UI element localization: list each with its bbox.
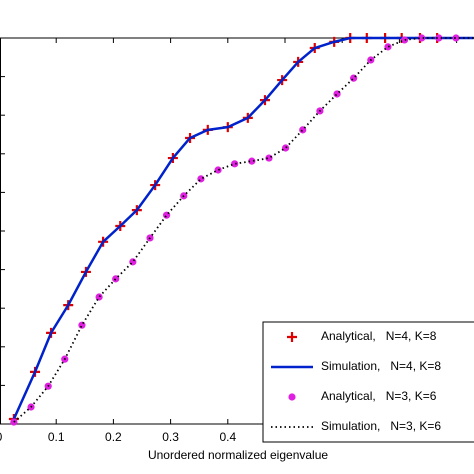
x-axis-label: Unordered normalized eigenvalue <box>148 448 328 462</box>
x-tick-label: 0.2 <box>105 430 122 444</box>
legend-label: Analytical, N=4, K=8 <box>321 329 437 343</box>
circle-marker <box>78 321 86 329</box>
circle-marker <box>281 144 290 152</box>
circle-marker <box>384 43 392 51</box>
x-tick-label: 0 <box>0 430 3 444</box>
circle-marker <box>197 175 205 183</box>
legend-box <box>262 321 474 443</box>
circle-marker <box>350 74 358 82</box>
series-line <box>12 36 474 420</box>
x-tick-label: 0.1 <box>48 430 65 444</box>
legend-label: Analytical, N=3, K=6 <box>321 389 437 403</box>
circle-marker <box>231 160 239 168</box>
circle-marker <box>418 34 426 42</box>
circle-marker <box>248 157 256 165</box>
circle-marker <box>214 166 222 174</box>
series-line <box>13 37 474 423</box>
legend-label: Simulation, N=3, K=6 <box>321 419 441 433</box>
circle-marker <box>129 258 137 266</box>
circle-marker <box>95 293 103 301</box>
circle-marker <box>400 36 409 44</box>
legend-marker <box>288 393 296 401</box>
circle-marker <box>435 34 443 42</box>
legend-marker <box>287 332 297 342</box>
x-tick-label: 0.3 <box>162 430 179 444</box>
legend-label: Simulation, N=4, K=8 <box>321 359 441 373</box>
x-tick-label: 0.4 <box>219 430 236 444</box>
circle-marker <box>112 275 120 283</box>
circle-marker <box>452 34 460 42</box>
